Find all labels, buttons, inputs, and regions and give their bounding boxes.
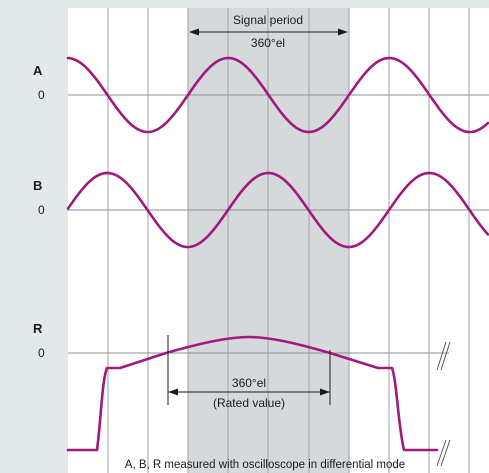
- rated-value-label: (Rated value): [213, 396, 285, 410]
- measurement-footnote: A, B, R measured with oscilloscope in di…: [125, 459, 405, 471]
- channel-b-label: B: [33, 178, 42, 193]
- rated-value-dimension: [167, 335, 331, 405]
- signal-period-label: Signal period: [233, 13, 303, 27]
- signal-period-dimension: [189, 28, 348, 36]
- channel-a-label: A: [33, 63, 43, 78]
- r-baseline-break-symbol: [436, 439, 463, 467]
- channel-a-zero-label: 0: [38, 88, 45, 102]
- channel-b-zero-label: 0: [38, 203, 45, 217]
- rated-value-angle: 360°el: [232, 376, 266, 390]
- signal-a-waveform: [66, 56, 489, 134]
- r-axis-break-symbol: [436, 341, 463, 371]
- channel-r-label: R: [33, 321, 43, 336]
- grid-lines: [107, 8, 470, 473]
- channel-r-zero-label: 0: [38, 346, 45, 360]
- signal-b-waveform: [66, 171, 489, 249]
- signal-period-value: 360°el: [251, 36, 285, 50]
- signal-r-reference-pulse: [66, 335, 439, 452]
